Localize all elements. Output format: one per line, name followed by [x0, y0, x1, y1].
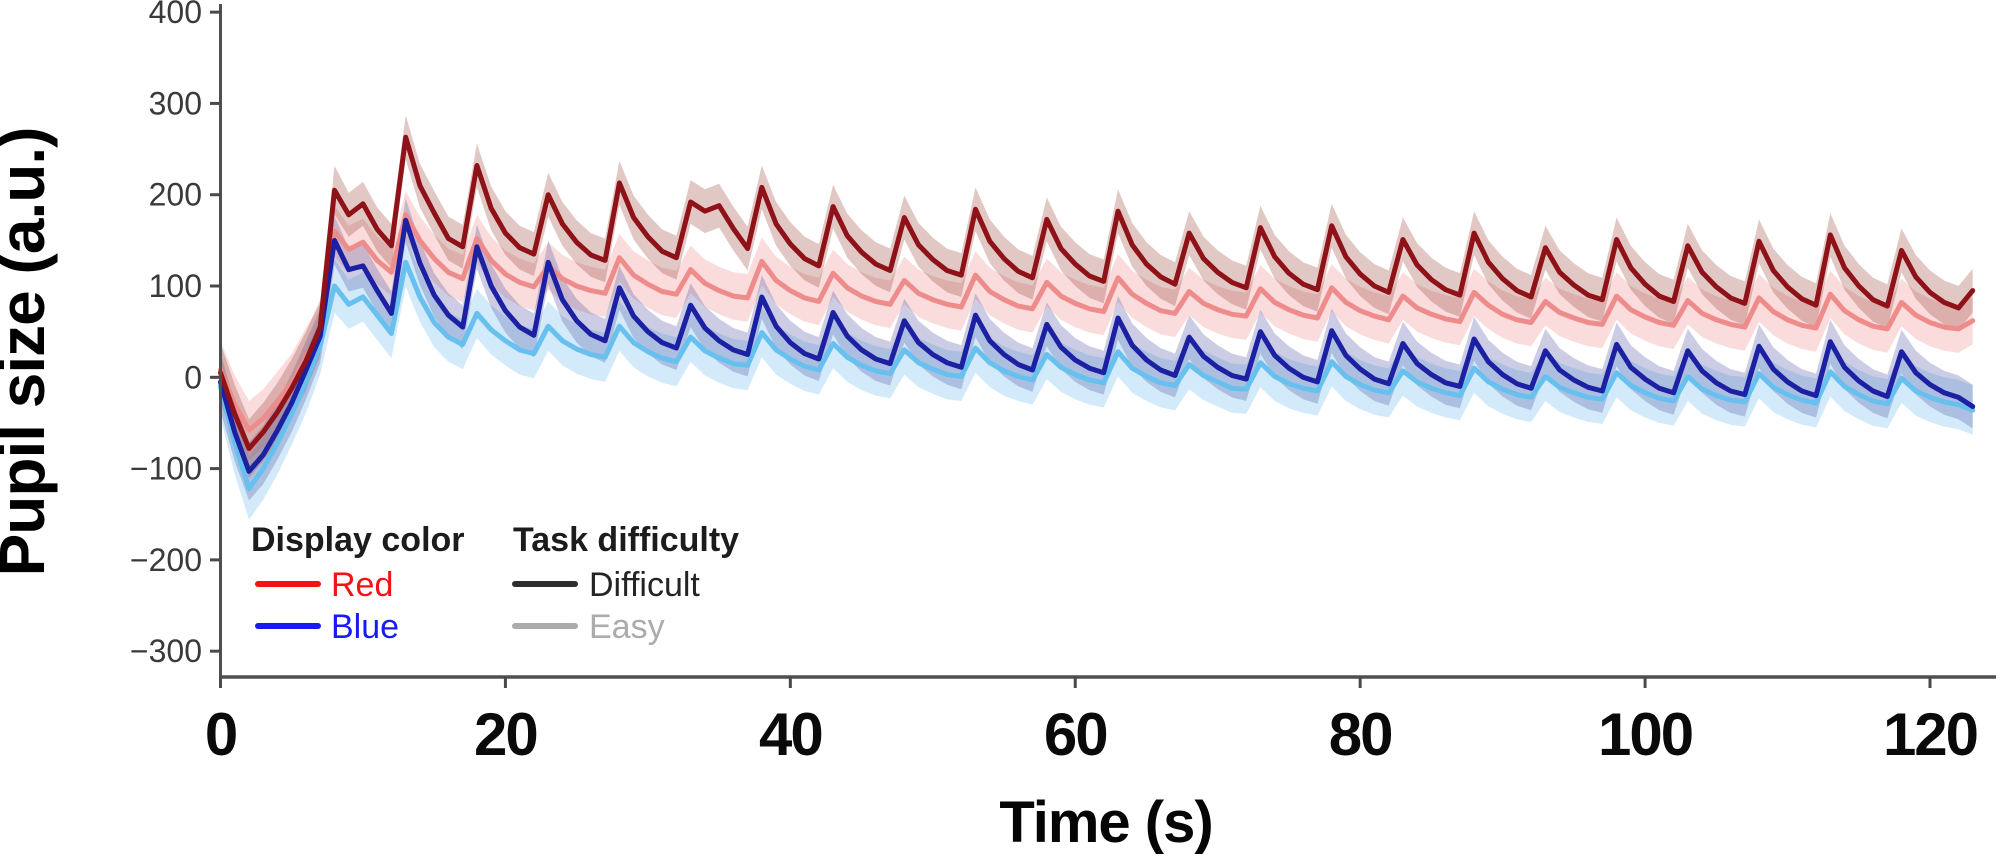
legend-label-difficult: Difficult	[589, 566, 700, 604]
band-3	[220, 115, 1973, 478]
y-axis-label: Pupil size (a.u.)	[0, 128, 58, 577]
y-tick-label: −200	[130, 542, 202, 578]
series-lines	[218, 134, 1976, 492]
y-tick-label: 100	[149, 268, 202, 304]
band-1	[220, 237, 1973, 520]
x-tick-label: 40	[759, 701, 822, 768]
y-tick-label: 200	[149, 177, 202, 213]
x-tick-label: 20	[474, 701, 537, 768]
line-2	[218, 217, 1976, 474]
y-tick-label: 300	[149, 85, 202, 121]
x-axis-label: Time (s)	[999, 790, 1212, 855]
legend-group-title: Task difficulty	[513, 521, 739, 559]
legend-label-easy: Easy	[589, 608, 665, 646]
y-tick-label: 400	[149, 0, 202, 30]
legend-label-red: Red	[331, 566, 393, 604]
line-1	[218, 259, 1976, 492]
y-tick-label: −100	[130, 451, 202, 487]
legend-label-blue: Blue	[331, 608, 399, 646]
y-tick-label: −300	[130, 633, 202, 669]
y-tick-label: 0	[184, 359, 202, 395]
x-tick-label: 100	[1598, 701, 1692, 768]
line-0	[218, 212, 1976, 433]
x-tick-label: 0	[205, 701, 236, 768]
x-tick-label: 60	[1044, 701, 1107, 768]
line-3	[218, 134, 1976, 451]
x-tick-label: 80	[1329, 701, 1392, 768]
confidence-bands	[220, 115, 1973, 520]
band-2	[220, 198, 1973, 501]
legend-group-title: Display color	[251, 521, 465, 559]
legend: Display color Red Blue Task difficulty Diffi…	[251, 521, 739, 646]
x-tick-label: 120	[1883, 701, 1977, 768]
band-0	[220, 191, 1973, 460]
